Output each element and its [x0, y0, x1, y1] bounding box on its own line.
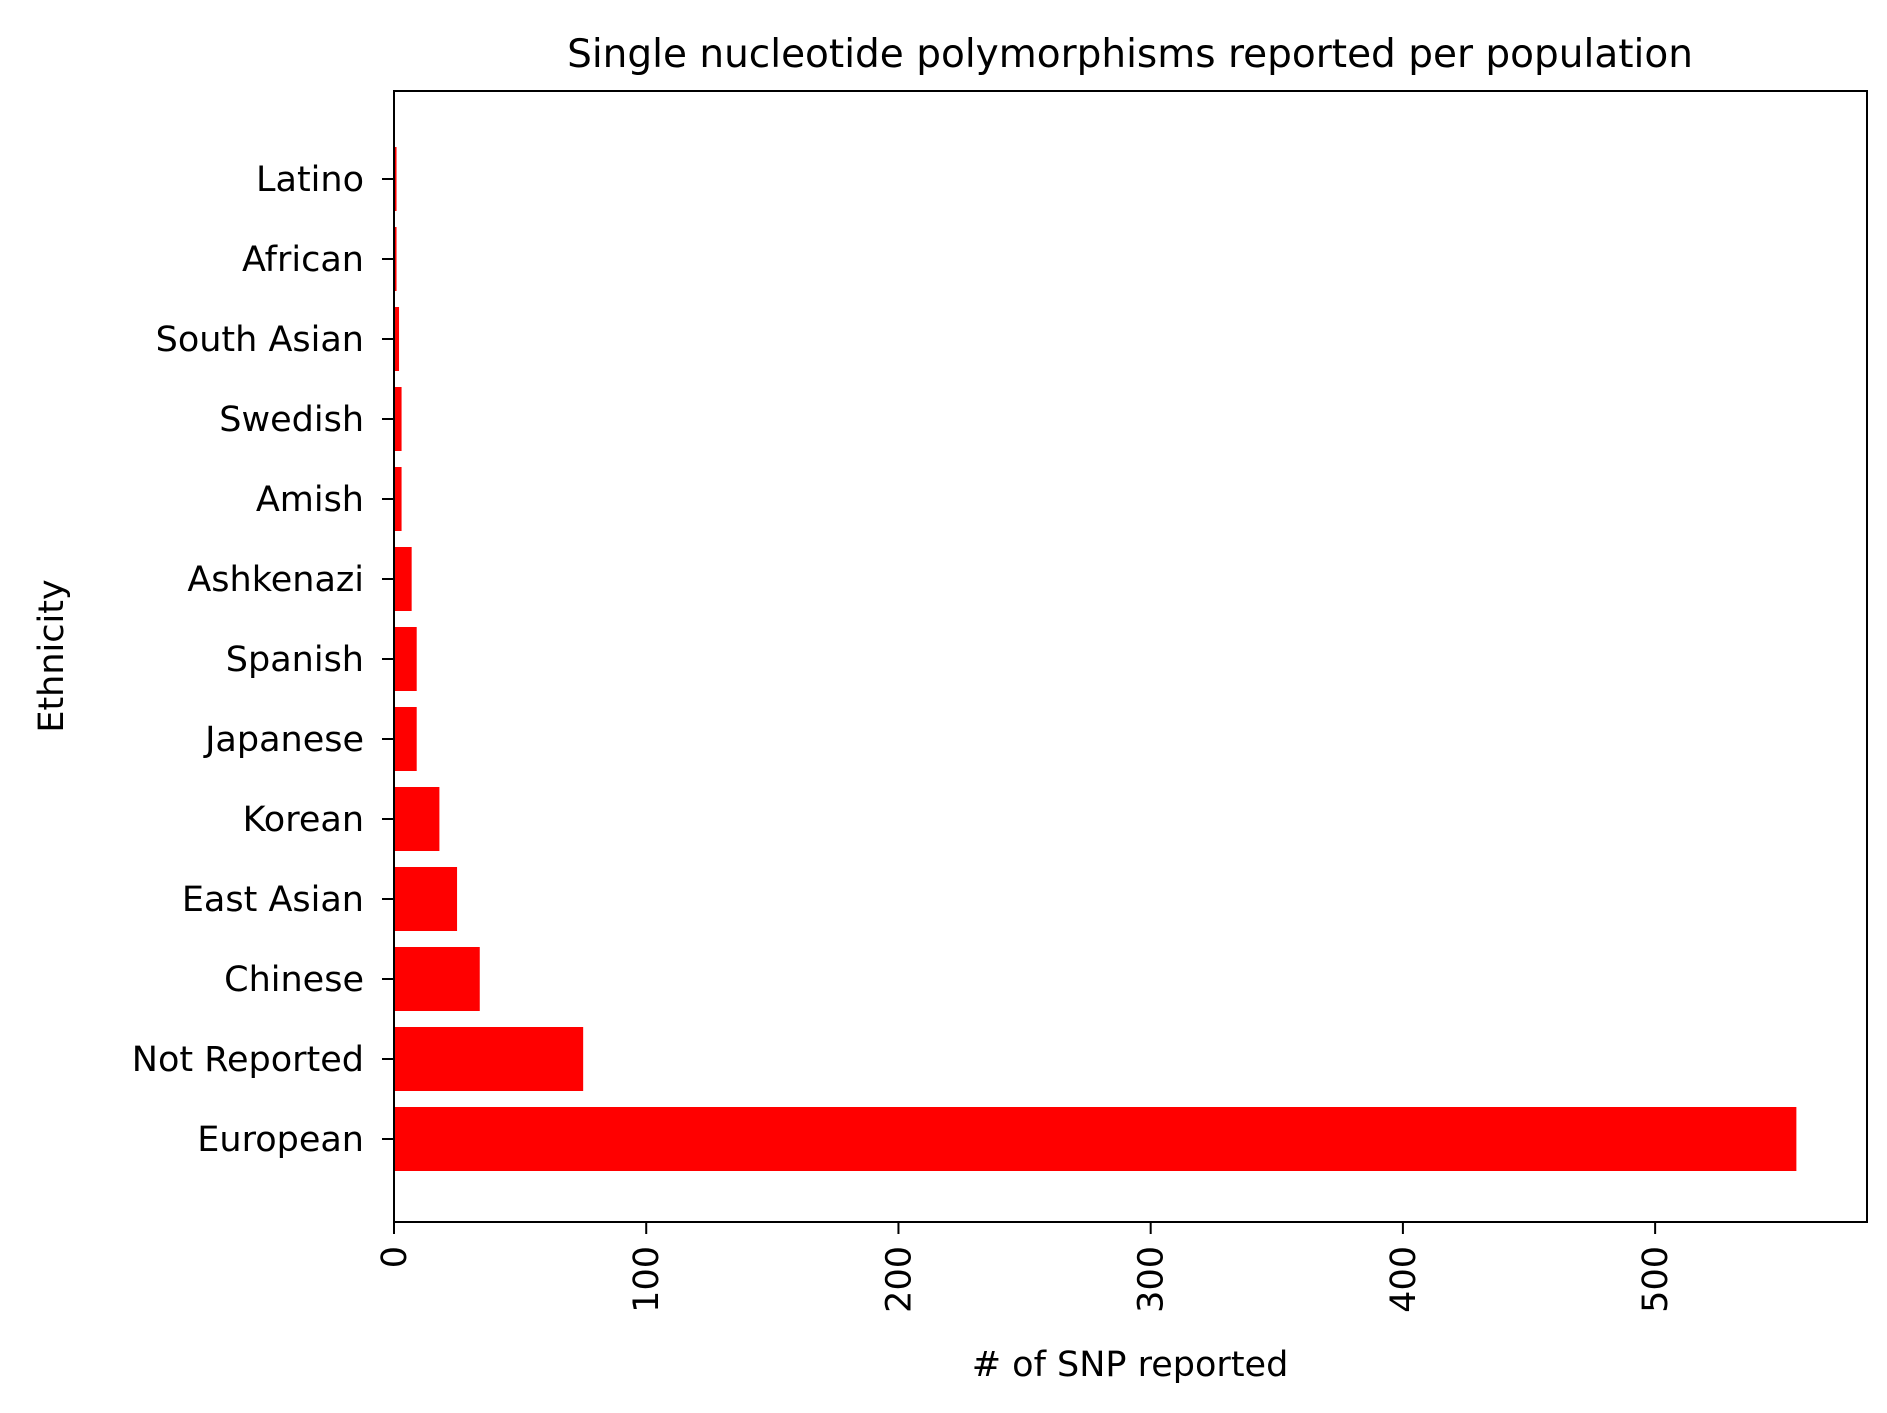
y-tick-label-japanese: Japanese: [203, 720, 364, 760]
bar-african: [394, 227, 397, 291]
y-tick-label-spanish: Spanish: [226, 640, 364, 680]
bar-ashkenazi: [394, 547, 412, 611]
y-tick-label-chinese: Chinese: [224, 960, 364, 1000]
x-tick-label-500: 500: [1636, 1246, 1676, 1313]
y-tick-label-not-reported: Not Reported: [132, 1040, 364, 1080]
x-axis-label: # of SNP reported: [972, 1345, 1289, 1385]
bar-south-asian: [394, 307, 400, 371]
y-tick-label-east-asian: East Asian: [182, 880, 364, 920]
y-tick-label-amish: Amish: [256, 480, 364, 520]
bar-amish: [394, 467, 402, 531]
y-tick-label-korean: Korean: [243, 800, 364, 840]
y-tick-label-african: African: [242, 240, 364, 280]
bar-east-asian: [394, 867, 458, 931]
x-axis: 0 100 200 300 400 500: [375, 1222, 1676, 1313]
bar-japanese: [394, 707, 417, 771]
x-tick-label-0: 0: [375, 1246, 415, 1268]
bar-european: [394, 1107, 1797, 1171]
bar-spanish: [394, 627, 417, 691]
y-tick-label-south-asian: South Asian: [156, 320, 364, 360]
bar-korean: [394, 787, 440, 851]
y-tick-label-latino: Latino: [256, 160, 364, 200]
x-tick-label-400: 400: [1384, 1246, 1424, 1313]
chart-title: Single nucleotide polymorphisms reported…: [567, 32, 1693, 77]
y-axis: European Not Reported Chinese East Asian Kor…: [132, 160, 394, 1160]
bars-layer: [394, 147, 1797, 1171]
y-tick-label-european: European: [197, 1120, 364, 1160]
y-axis-label: Ethnicity: [32, 579, 72, 732]
plot-frame: [393, 90, 1868, 1223]
bar-latino: [394, 147, 397, 211]
bar-swedish: [394, 387, 402, 451]
y-tick-label-swedish: Swedish: [219, 400, 364, 440]
bar-not-reported: [394, 1027, 584, 1091]
x-tick-label-100: 100: [627, 1246, 667, 1313]
bar-chinese: [394, 947, 480, 1011]
x-tick-label-200: 200: [879, 1246, 919, 1313]
x-tick-label-300: 300: [1132, 1246, 1172, 1313]
y-tick-label-ashkenazi: Ashkenazi: [187, 560, 364, 600]
